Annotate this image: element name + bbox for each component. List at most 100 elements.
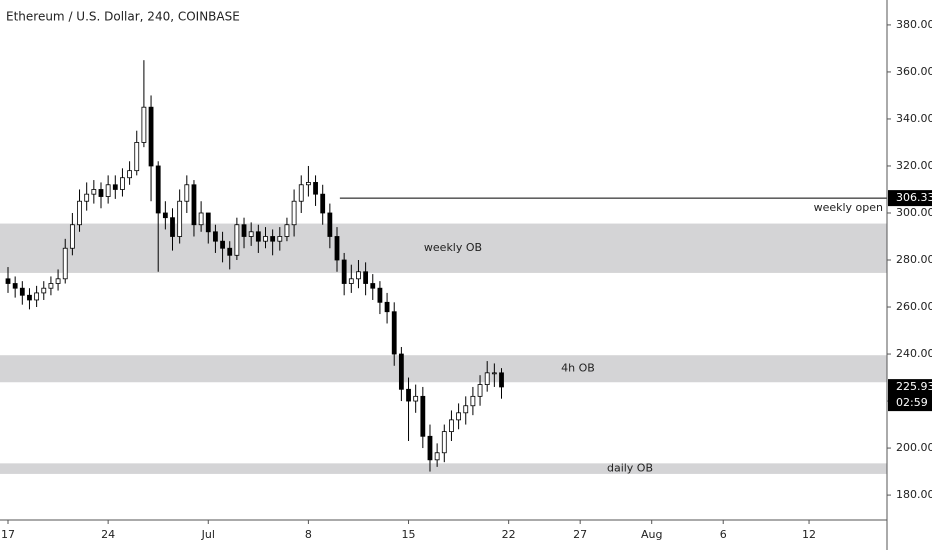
candle-body [27,294,32,301]
x-tick-label: Aug [641,528,662,541]
candle-body [248,231,254,237]
x-tick-label: 15 [402,528,416,541]
candle-body [34,292,40,301]
y-tick-label: 320.00 [896,159,932,172]
y-tick-label: 380.00 [896,18,932,31]
y-tick-label: 260.00 [896,300,932,313]
candle-body [413,395,419,402]
candle-body [348,278,354,284]
candle-body [234,224,240,256]
candle-body [298,184,304,202]
level-price-label: 306.33 [896,191,932,204]
candle-body [5,278,11,284]
candle-body [434,452,440,461]
candle-body [19,287,25,296]
candle-body [105,184,111,197]
candle-body [198,212,204,226]
y-tick-label: 240.00 [896,347,932,360]
candle-body [213,231,218,242]
candle-body [456,412,461,421]
candle-body [491,372,497,375]
candle-body [284,224,290,237]
x-tick-label: Jul [201,528,215,541]
candle-body [305,182,311,186]
candle-body [449,419,454,433]
candle-body [427,435,433,461]
x-tick-label: 6 [720,528,727,541]
candle-body [363,271,369,284]
candle-body [334,236,340,261]
candle-body [184,184,190,202]
candle-body [356,271,361,280]
candle-body [141,106,147,143]
candle-body [155,165,161,214]
candle-body [227,247,233,256]
last-price-label: 225.93 [896,380,932,393]
candle-body [91,189,97,195]
candle-body [177,200,183,237]
x-tick-label: 17 [1,528,15,541]
candle-body [484,372,490,385]
candle-body [12,283,18,289]
candle-body [398,353,404,390]
zone-label: weekly OB [424,241,482,254]
candle-body [55,278,61,284]
candle-body [320,193,326,214]
candle-body [420,395,426,437]
candle-body [69,224,75,249]
candle-body [370,283,376,289]
candle-body [313,182,318,195]
chart-title: Ethereum / U.S. Dollar, 240, COINBASE [6,10,240,24]
y-tick-label: 280.00 [896,253,932,266]
candle-body [391,311,397,355]
x-tick-label: 27 [573,528,587,541]
candle-body [463,405,469,414]
candle-body [191,184,197,226]
candle-body [291,200,297,226]
candle-body [220,240,225,249]
candle-body [41,287,47,294]
candle-body [162,212,168,219]
candle-body [170,217,175,237]
candle-body [270,236,276,242]
candle-body [384,301,390,313]
candle-body [127,170,132,179]
candle-body [120,177,125,190]
candle-body [48,283,54,289]
candle-body [98,189,104,197]
x-tick-label: 12 [802,528,816,541]
zone-label: 4h OB [561,362,595,375]
candle-body [327,212,333,237]
y-tick-label: 180.00 [896,488,932,501]
zone-label: daily OB [607,462,653,475]
y-tick-label: 200.00 [896,441,932,454]
candle-body [441,431,447,454]
candle-body [241,224,247,237]
candle-body [205,212,211,233]
candle-body [148,106,154,167]
candle-body [255,231,261,242]
candle-body [62,247,68,280]
candle-body [499,372,504,388]
level-label: weekly open [814,201,883,214]
candle-body [377,287,383,303]
zone [0,223,887,273]
candle-body [477,384,483,397]
candle-body [84,193,90,202]
candle-body [470,395,476,407]
y-tick-label: 340.00 [896,112,932,125]
x-tick-label: 24 [101,528,115,541]
candle-body [263,236,268,242]
candle-body [134,142,140,172]
x-tick-label: 22 [502,528,516,541]
candle-body [77,200,82,226]
candle-body [277,236,283,242]
candle-body [341,259,347,284]
candle-body [406,388,411,402]
y-tick-label: 300.00 [896,206,932,219]
zone [0,463,887,474]
countdown: 02:59 [896,396,928,409]
y-tick-label: 360.00 [896,65,932,78]
last-price-box [888,379,932,412]
